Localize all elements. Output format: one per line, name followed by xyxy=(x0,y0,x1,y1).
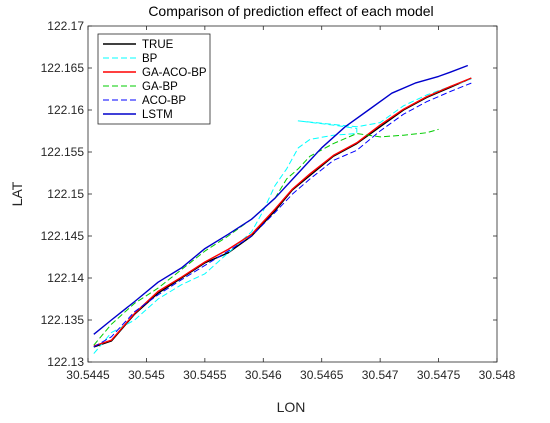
series-layer xyxy=(93,64,472,354)
legend-label: BP xyxy=(142,53,158,65)
chart-title: Comparison of prediction effect of each … xyxy=(148,3,433,19)
series-line-aco-bp xyxy=(93,82,472,348)
x-tick-label: 30.547 xyxy=(362,368,399,382)
series-line-lstm xyxy=(93,64,469,335)
series-line-bp xyxy=(93,78,472,354)
y-tick-label: 122.17 xyxy=(47,19,84,33)
y-tick-label: 122.14 xyxy=(47,271,84,285)
ticks-layer: 30.5445 30.545 30.5455 30.546 30.5465 30.547 3… xyxy=(41,19,516,382)
y-tick-label: 122.155 xyxy=(41,145,85,159)
y-tick-label: 122.16 xyxy=(47,103,84,117)
y-tick-label: 122.13 xyxy=(47,355,84,369)
legend-box xyxy=(97,33,211,125)
y-tick-label: 122.145 xyxy=(41,229,85,243)
x-tick-label: 30.5475 xyxy=(417,368,461,382)
legend-label: GA-BP xyxy=(142,81,178,93)
legend: TRUE BP GA-ACO-BP GA-BP ACO-BP LSTM xyxy=(97,33,211,125)
series-line-ga-bp xyxy=(93,128,439,346)
y-tick-label: 122.135 xyxy=(41,313,85,327)
x-axis-label: LON xyxy=(277,399,306,415)
legend-label: LSTM xyxy=(142,109,173,121)
legend-label: TRUE xyxy=(142,39,174,51)
legend-label: ACO-BP xyxy=(142,95,186,107)
y-tick-label: 122.165 xyxy=(41,61,85,75)
x-tick-label: 30.545 xyxy=(128,368,165,382)
x-tick-label: 30.5465 xyxy=(300,368,344,382)
x-tick-label: 30.546 xyxy=(245,368,282,382)
y-tick-label: 122.15 xyxy=(47,187,84,201)
y-axis-label: LAT xyxy=(9,181,25,206)
series-line-true xyxy=(93,77,472,348)
x-tick-label: 30.5445 xyxy=(66,368,110,382)
series-line-ga-aco-bp xyxy=(93,77,472,347)
x-tick-label: 30.548 xyxy=(479,368,516,382)
legend-label: GA-ACO-BP xyxy=(142,67,207,79)
x-tick-label: 30.5455 xyxy=(183,368,227,382)
